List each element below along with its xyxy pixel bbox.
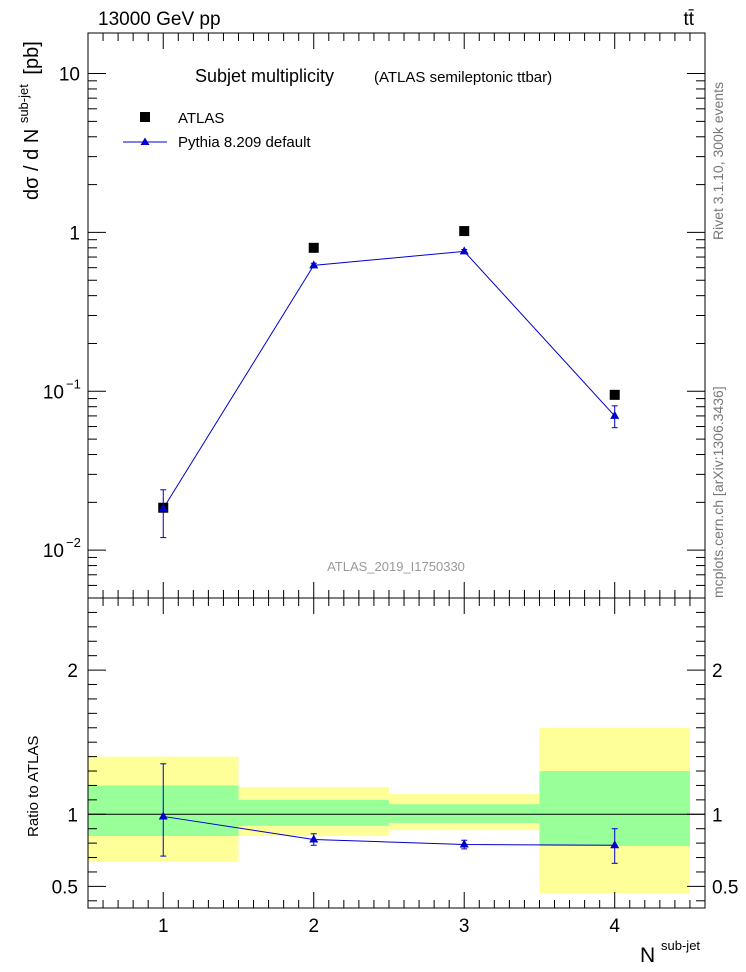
- main-y-tick-label: 10: [59, 65, 80, 86]
- main-y-tick-exponent: −2: [66, 535, 81, 550]
- ratio-green-band: [388, 804, 540, 823]
- pythia-point: [309, 260, 319, 269]
- ratio-point: [459, 839, 469, 848]
- pythia-point: [158, 503, 168, 512]
- xlabel-sup: sub-jet: [661, 938, 700, 953]
- rivet-label: Rivet 3.1.10, 300k events: [710, 82, 726, 240]
- ratio-tick-labels: 0.5 0.5 1 1 2 2 1 2 3 4: [52, 661, 739, 937]
- svg-text:dσ / d N sub-jet: dσ / d N sub-jet [pb]: [11, 41, 43, 200]
- ratio-bands: [88, 727, 690, 894]
- process-label: tt̄: [683, 9, 694, 30]
- ratio-y-tick-label: 1: [67, 805, 78, 826]
- ratio-y-tick-label-right: 2: [712, 661, 723, 682]
- ratio-y-tick-label: 2: [67, 661, 78, 682]
- energy-label: 13000 GeV pp: [98, 9, 221, 30]
- atlas-point: [609, 389, 620, 400]
- main-axis-ticks: [88, 33, 705, 599]
- main-y-tick-label: 1: [69, 223, 80, 244]
- main-data: [158, 226, 620, 539]
- ylabel-prefix: dσ / d N: [21, 129, 43, 200]
- ratio-y-axis-label: Ratio to ATLAS: [25, 736, 42, 837]
- ratio-data: [158, 763, 620, 864]
- x-tick-label: 3: [459, 916, 470, 937]
- main-y-tick-exponent: −1: [66, 376, 81, 391]
- x-tick-label: 2: [308, 916, 319, 937]
- atlas-point: [308, 242, 319, 253]
- watermark: ATLAS_2019_I1750330: [327, 559, 465, 574]
- x-tick-label: 1: [158, 916, 169, 937]
- ratio-point: [158, 811, 168, 820]
- xlabel-base: N: [640, 944, 655, 967]
- pythia-line: [162, 250, 616, 509]
- ratio-axis-ticks: [88, 598, 705, 908]
- legend-atlas-marker: [140, 112, 150, 122]
- x-tick-label: 4: [609, 916, 620, 937]
- svg-text:N sub-jet: N sub-jet: [640, 938, 700, 967]
- main-y-tick-label: 10: [43, 382, 64, 403]
- ratio-y-tick-label-right: 0.5: [712, 877, 738, 898]
- x-axis-label: N sub-jet: [640, 938, 700, 967]
- mcplots-label: mcplots.cern.ch [arXiv:1306.3436]: [710, 386, 726, 598]
- ratio-green-band: [238, 799, 389, 826]
- ratio-point: [309, 834, 319, 843]
- legend-pythia-label: Pythia 8.209 default: [178, 134, 311, 151]
- pythia-point: [459, 246, 469, 255]
- chart-title: Subjet multiplicity: [195, 66, 334, 86]
- ratio-y-tick-label: 0.5: [52, 877, 78, 898]
- chart-subtitle: (ATLAS semileptonic ttbar): [374, 69, 552, 86]
- main-y-tick-label: 10: [43, 541, 64, 562]
- ylabel-sup: sub-jet: [16, 84, 31, 123]
- ratio-y-tick-label-right: 1: [712, 805, 723, 826]
- ratio-point: [610, 840, 620, 849]
- ratio-line: [163, 815, 615, 846]
- atlas-point: [459, 226, 470, 237]
- main-y-axis-label: dσ / d N sub-jet [pb]: [11, 41, 43, 200]
- ratio-frame: [87, 597, 706, 909]
- ratio-panel: 0.5 0.5 1 1 2 2 1 2 3 4 Ratio to ATLAS N sub-jet: [25, 597, 739, 967]
- legend-pythia-marker: [140, 137, 150, 145]
- ylabel-suffix: [pb]: [21, 41, 43, 74]
- legend-atlas-label: ATLAS: [178, 110, 224, 127]
- pythia-point: [610, 410, 620, 419]
- legend: ATLAS Pythia 8.209 default: [123, 110, 311, 151]
